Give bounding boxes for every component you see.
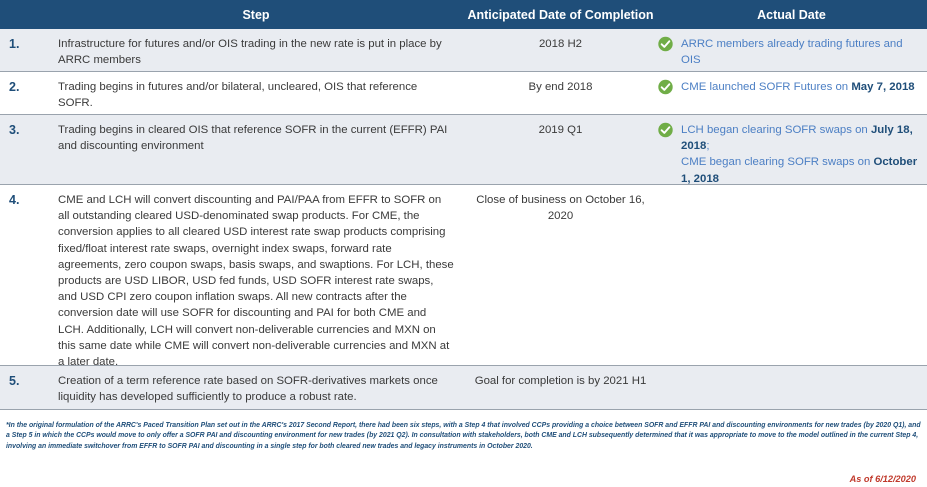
actual-date-fragment: CME began clearing SOFR swaps on	[681, 156, 874, 169]
as-of-date: As of 6/12/2020	[849, 474, 916, 484]
actual-date-highlight: October 1, 2018	[681, 156, 918, 185]
transition-steps-table: Step Anticipated Date of Completion Actu…	[0, 0, 927, 410]
actual-date-text: LCH began clearing SOFR swaps on July 18…	[681, 122, 919, 185]
step-number: 4.	[9, 193, 20, 207]
actual-date-cell	[656, 185, 927, 365]
header-step: Step	[242, 7, 270, 22]
step-number: 1.	[9, 37, 20, 51]
step-description: Trading begins in futures and/or bilater…	[58, 81, 418, 110]
actual-date-cell: CME launched SOFR Futures on May 7, 2018	[656, 72, 927, 114]
step-number: 5.	[9, 374, 20, 388]
header-anticipated-date: Anticipated Date of Completion	[467, 7, 654, 22]
anticipated-date: By end 2018	[528, 81, 593, 93]
actual-date-cell: ARRC members already trading futures and…	[656, 29, 927, 71]
step-number: 2.	[9, 80, 20, 94]
table-header: Step Anticipated Date of Completion Actu…	[0, 0, 927, 29]
actual-date-text: CME launched SOFR Futures on May 7, 2018	[681, 79, 915, 114]
table-row: 4. CME and LCH will convert discounting …	[0, 185, 927, 369]
actual-date-highlight: May 7, 2018	[851, 81, 915, 93]
check-circle-icon	[658, 122, 673, 138]
actual-date-fragment: ;	[706, 140, 710, 153]
check-circle-icon	[658, 79, 673, 95]
actual-date-text: ARRC members already trading futures and…	[681, 36, 919, 71]
check-circle-icon	[658, 36, 673, 52]
step-number: 3.	[9, 123, 20, 137]
step-description: CME and LCH will convert discounting and…	[58, 194, 454, 369]
table-row: 5. Creation of a term reference rate bas…	[0, 366, 927, 410]
actual-date-fragment: LCH began clearing SOFR swaps on	[681, 124, 871, 136]
table-row: 3. Trading begins in cleared OIS that re…	[0, 115, 927, 185]
table-row: 2. Trading begins in futures and/or bila…	[0, 72, 927, 115]
actual-date-cell: LCH began clearing SOFR swaps on July 18…	[656, 115, 927, 185]
actual-date-cell	[656, 366, 927, 409]
step-description: Creation of a term reference rate based …	[58, 375, 438, 404]
anticipated-date: 2018 H2	[538, 38, 583, 50]
anticipated-date: Goal for completion is by 2021 H1	[474, 375, 647, 387]
actual-date-fragment: ARRC members already trading futures and…	[681, 38, 903, 67]
header-num-col	[0, 0, 47, 29]
step-description: Infrastructure for futures and/or OIS tr…	[58, 38, 442, 67]
anticipated-date: Close of business on October 16, 2020	[476, 194, 645, 223]
actual-date-highlight: July 18, 2018	[681, 124, 913, 153]
step-description: Trading begins in cleared OIS that refer…	[58, 124, 448, 153]
actual-date-fragment: CME launched SOFR Futures on	[681, 81, 852, 93]
anticipated-date: 2019 Q1	[538, 124, 583, 136]
footnote: *In the original formulation of the ARRC…	[6, 422, 921, 450]
header-actual-date: Actual Date	[757, 7, 826, 22]
table-row: 1. Infrastructure for futures and/or OIS…	[0, 29, 927, 72]
